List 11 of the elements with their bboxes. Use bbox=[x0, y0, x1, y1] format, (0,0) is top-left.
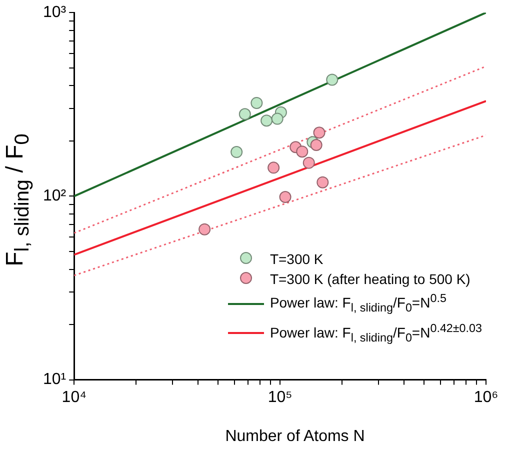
legend-label: Power law: F$_{l, sliding}$/F$_{0}$=N$^{0.42±0.03}$ bbox=[270, 320, 482, 346]
y-tick-label: 10³ bbox=[43, 4, 67, 22]
legend-label: Power law: F$_{l, sliding}$/F$_{0}$=N$^{0.5}$ bbox=[270, 291, 446, 317]
x-tick-label: 10⁴ bbox=[62, 388, 87, 406]
y-tick-label: 10² bbox=[43, 188, 67, 205]
x-axis-title: Number of Atoms N bbox=[224, 428, 366, 446]
x-tick-label: 10⁶ bbox=[474, 388, 498, 406]
legend-label: T=300 K bbox=[270, 250, 324, 270]
legend-label: T=300 K (after heating to 500 K) bbox=[270, 270, 470, 290]
x-tick-label: 10⁵ bbox=[268, 388, 292, 406]
y-tick-label: 10¹ bbox=[43, 371, 66, 388]
